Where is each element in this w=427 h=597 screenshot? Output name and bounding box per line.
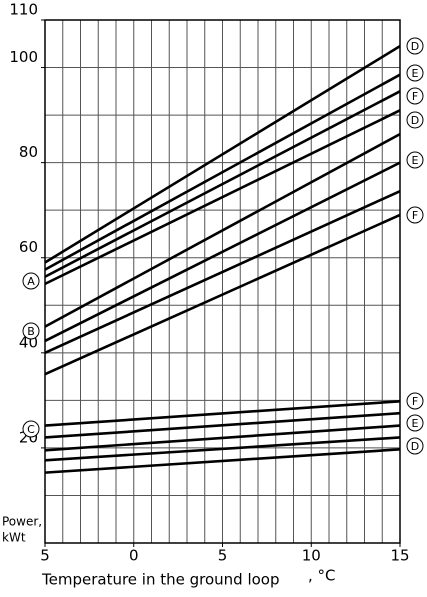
x-tick-label: 0: [129, 547, 139, 565]
y-axis-label: kWt: [2, 531, 26, 545]
data-line: [44, 132, 401, 328]
line-label-circle: [406, 206, 424, 224]
x-axis-label: Temperature in the ground loop: [41, 571, 280, 589]
line-label: E: [412, 154, 419, 167]
data-line: [44, 448, 401, 474]
line-label: F: [412, 209, 418, 222]
y-tick-label: 100: [9, 48, 38, 66]
data-line: [44, 90, 401, 278]
y-tick-label: 80: [19, 143, 38, 161]
group-label-circle: [22, 272, 40, 290]
data-line: [44, 411, 401, 439]
line-label: F: [412, 90, 418, 103]
x-tick-label: 5: [218, 547, 228, 565]
line-label: F: [412, 395, 418, 408]
data-line: [44, 400, 401, 427]
line-label-circle: [406, 392, 424, 410]
x-tick-label: 10: [302, 547, 321, 565]
data-line: [44, 161, 401, 343]
line-label: E: [412, 417, 419, 430]
line-label-circle: [406, 87, 424, 105]
y-tick-label: 110: [9, 1, 38, 19]
x-tick-label: 15: [390, 547, 409, 565]
line-label-circle: [406, 437, 424, 455]
data-line: [44, 189, 401, 355]
line-label: D: [411, 440, 419, 453]
line-label: D: [411, 40, 419, 53]
line-label-circle: [406, 111, 424, 129]
line-label: D: [411, 114, 419, 127]
line-label-circle: [406, 414, 424, 432]
line-label-circle: [406, 37, 424, 55]
data-line: [44, 436, 401, 462]
group-label-circle: [22, 420, 40, 438]
data-line: [44, 424, 401, 452]
y-axis-label: Power,: [2, 515, 42, 529]
group-label-circle: [22, 322, 40, 340]
data-line: [44, 45, 401, 264]
y-tick-label: 60: [19, 238, 38, 256]
data-line: [44, 213, 401, 376]
data-line: [44, 73, 401, 271]
data-line: [44, 109, 401, 286]
x-tick-label: 5: [40, 547, 50, 565]
line-label-circle: [406, 64, 424, 82]
group-label: C: [27, 423, 35, 436]
x-axis-unit: , °C: [308, 567, 336, 585]
line-label-circle: [406, 151, 424, 169]
group-label: B: [27, 325, 35, 338]
line-label: E: [412, 67, 419, 80]
group-label: A: [27, 275, 35, 288]
